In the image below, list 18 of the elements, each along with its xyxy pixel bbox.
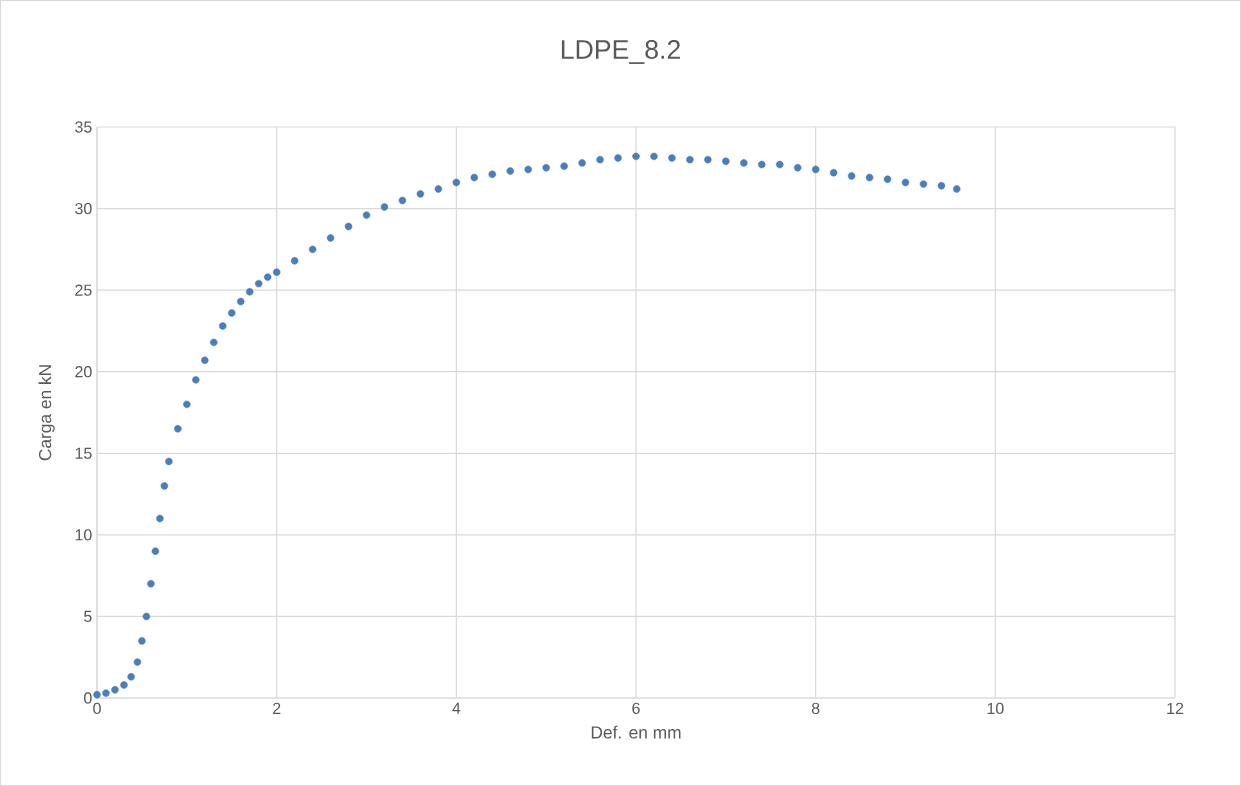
x-tick-label: 4 xyxy=(452,702,461,714)
x-tick-label: 12 xyxy=(1167,702,1184,714)
y-tick-label: 5 xyxy=(84,610,92,622)
x-tick-label: 2 xyxy=(273,702,281,714)
y-axis-title: Carga en kN xyxy=(38,365,55,461)
y-tick-label: 35 xyxy=(75,121,92,133)
y-tick-label: 25 xyxy=(75,284,92,296)
chart-title: LDPE_8.2 xyxy=(561,40,680,64)
x-axis-title: Def. en mm xyxy=(591,725,681,739)
y-tick-label: 10 xyxy=(75,529,92,541)
y-tick-label: 30 xyxy=(75,202,92,215)
y-tick-label: 0 xyxy=(84,692,92,704)
x-tick-label: 8 xyxy=(811,702,820,715)
x-tick-label: 0 xyxy=(93,702,101,715)
y-tick-label: 15 xyxy=(75,447,92,459)
x-tick-label: 6 xyxy=(632,702,640,715)
y-tick-label: 20 xyxy=(75,366,92,378)
x-tick-label: 10 xyxy=(987,702,1004,715)
